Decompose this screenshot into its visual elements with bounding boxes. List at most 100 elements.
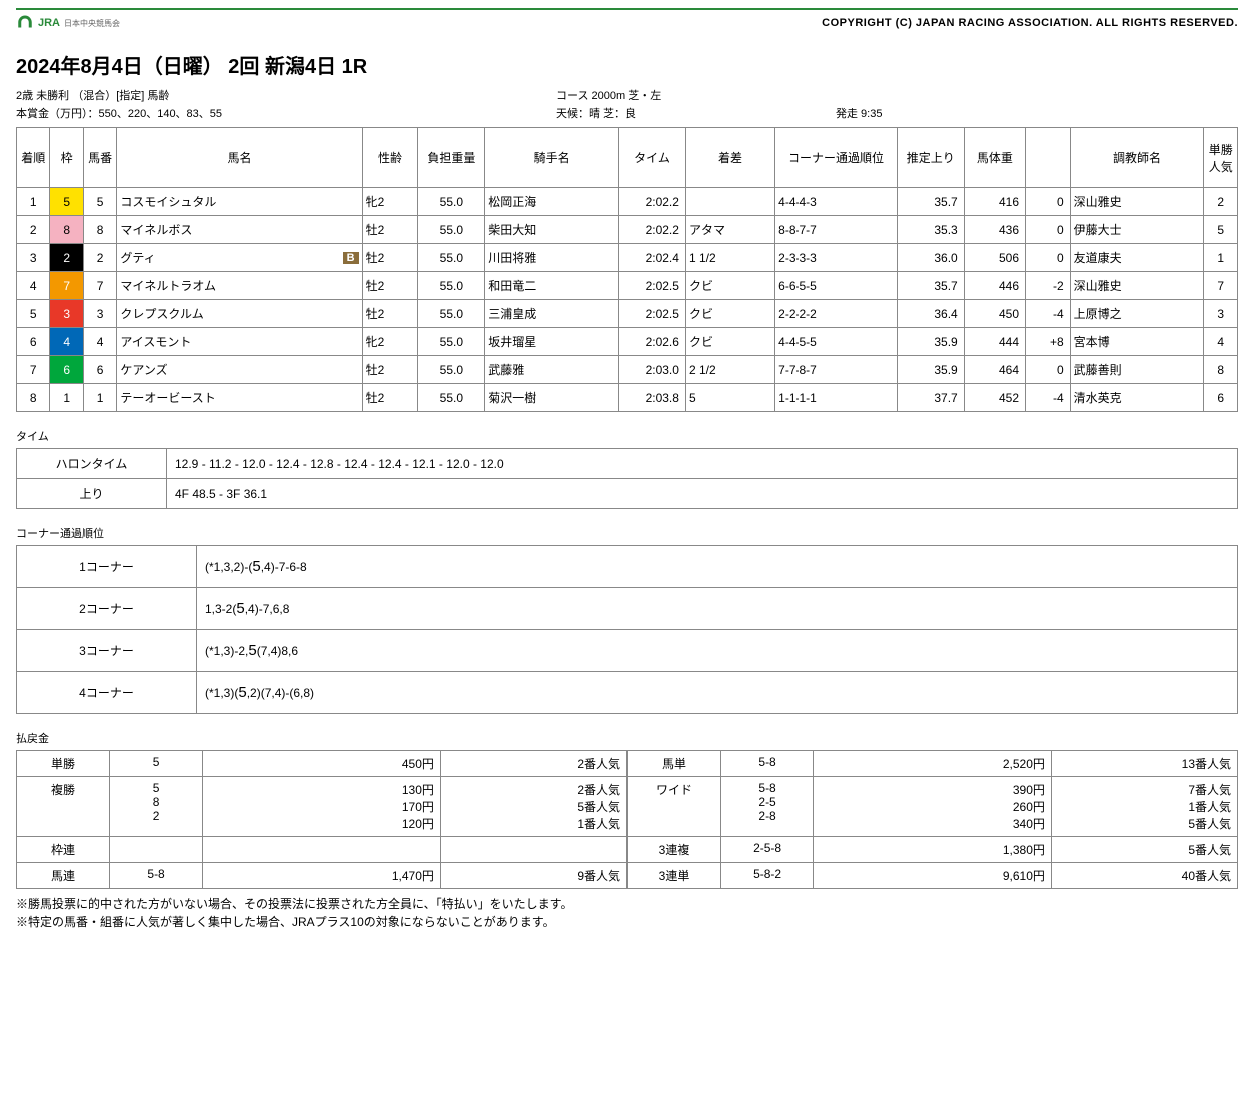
jra-logo: JRA 日本中央競馬会 [16,14,120,32]
cell: 7-7-8-7 [775,356,898,384]
pay-type: 馬単 [628,751,721,777]
cell: 牡2 [362,300,418,328]
cell: 416 [964,188,1025,216]
cell: 2:03.8 [619,384,686,412]
pay-amount: 9,610円 [814,863,1052,889]
col-header [1026,128,1071,188]
col-header: タイム [619,128,686,188]
cell: 5 [17,300,50,328]
cell: 35.7 [897,188,964,216]
footer-notes: ※勝馬投票に的中された方がいない場合、その投票法に投票された方全員に、「特払い」… [16,895,1238,931]
cell: 8 [1204,356,1238,384]
cell: 55.0 [418,272,485,300]
cell: 牝2 [362,328,418,356]
cell: 牡2 [362,244,418,272]
pay-amount: 2,520円 [814,751,1052,777]
cell: 2 [83,244,116,272]
cell: 和田竜二 [485,272,619,300]
logo-text: JRA [38,17,60,29]
cell: 2 1/2 [685,356,774,384]
cell: 7 [83,272,116,300]
cell: クレプスクルム [117,300,362,328]
cell: 柴田大知 [485,216,619,244]
cell: 55.0 [418,188,485,216]
cell: 2-2-2-2 [775,300,898,328]
horse-name: テーオービースト [120,389,215,406]
cell: 36.4 [897,300,964,328]
pay-popularity: 7番人気1番人気5番人気 [1051,777,1237,837]
cell: 0 [1026,216,1071,244]
cell: 2:02.2 [619,216,686,244]
pay-num [110,837,203,863]
pay-popularity: 5番人気 [1051,837,1237,863]
col-header: 馬番 [83,128,116,188]
race-course: コース 2000m 芝・左 [556,87,836,103]
pay-amount: 450円 [203,751,441,777]
cell: 1 [50,384,83,412]
horse-name: マイネルボス [120,221,192,238]
col-header: 馬名 [117,128,362,188]
cell: 牡2 [362,272,418,300]
cell: 4-4-5-5 [775,328,898,356]
cell: 2-3-3-3 [775,244,898,272]
cell: 牡2 [362,216,418,244]
cell: 上原博之 [1070,300,1204,328]
cell: 友道康夫 [1070,244,1204,272]
cell: 55.0 [418,356,485,384]
corner-label: 1コーナー [17,546,197,588]
cell: 55.0 [418,216,485,244]
cell: ケアンズ [117,356,362,384]
cell: クビ [685,300,774,328]
top-bar: JRA 日本中央競馬会 COPYRIGHT (C) JAPAN RACING A… [16,8,1238,36]
cell: 牡2 [362,356,418,384]
cell: 1-1-1-1 [775,384,898,412]
cell: -4 [1026,300,1071,328]
table-row: 322グティB牡255.0川田将雅2:02.41 1/22-3-3-336.05… [17,244,1238,272]
cell: -4 [1026,384,1071,412]
cell: 8 [17,384,50,412]
cell: 2:02.2 [619,188,686,216]
cell: 5 [50,188,83,216]
cell: 506 [964,244,1025,272]
cell: 3 [17,244,50,272]
cell: 55.0 [418,384,485,412]
corner-label: 4コーナー [17,672,197,714]
horse-name: コスモイシュタル [120,193,216,210]
cell: 深山雅史 [1070,188,1204,216]
pay-popularity: 9番人気 [440,863,626,889]
meta-row-1: 2歳 未勝利 （混合）[指定] 馬齢 コース 2000m 芝・左 [16,87,1238,103]
results-table: 着順枠馬番馬名性齢負担重量騎手名タイム着差コーナー通過順位推定上り馬体重調教師名… [16,127,1238,412]
cell: 武藤善則 [1070,356,1204,384]
cell: テーオービースト [117,384,362,412]
note-2: ※特定の馬番・組番に人気が著しく集中した場合、JRAプラス10の対象にならないこ… [16,913,1238,931]
cell: アタマ [685,216,774,244]
corner-value: (*1,3,2)-(5,4)-7-6-8 [197,546,1238,588]
table-row: 766ケアンズ牡255.0武藤雅2:03.02 1/27-7-8-735.946… [17,356,1238,384]
horse-name: クレプスクルム [120,305,203,322]
cell: 8 [50,216,83,244]
halon-value: 12.9 - 11.2 - 12.0 - 12.4 - 12.8 - 12.4 … [167,449,1238,479]
corner-value: 1,3-2(5,4)-7,6,8 [197,588,1238,630]
pay-section-label: 払戻金 [16,730,1238,746]
cell: 4 [50,328,83,356]
logo-subtext: 日本中央競馬会 [64,18,120,29]
cell: 坂井瑠星 [485,328,619,356]
cell: マイネルトラオム [117,272,362,300]
cell: 55.0 [418,244,485,272]
cell: 37.7 [897,384,964,412]
pay-num: 5 [110,751,203,777]
pay-num: 5-8-2 [721,863,814,889]
cell: 4 [17,272,50,300]
pay-type: 3連単 [628,863,721,889]
col-header: 調教師名 [1070,128,1204,188]
cell: 1 [83,384,116,412]
cell: 8 [83,216,116,244]
cell: 1 [17,188,50,216]
cell: 6-6-5-5 [775,272,898,300]
cell: 35.9 [897,328,964,356]
payout-left: 単勝5450円2番人気複勝582130円170円120円2番人気5番人気1番人気… [16,750,627,889]
corner-value: (*1,3)-2,5(7,4)8,6 [197,630,1238,672]
cell: 8-8-7-7 [775,216,898,244]
corner-value: (*1,3)(5,2)(7,4)-(6,8) [197,672,1238,714]
col-header: 枠 [50,128,83,188]
